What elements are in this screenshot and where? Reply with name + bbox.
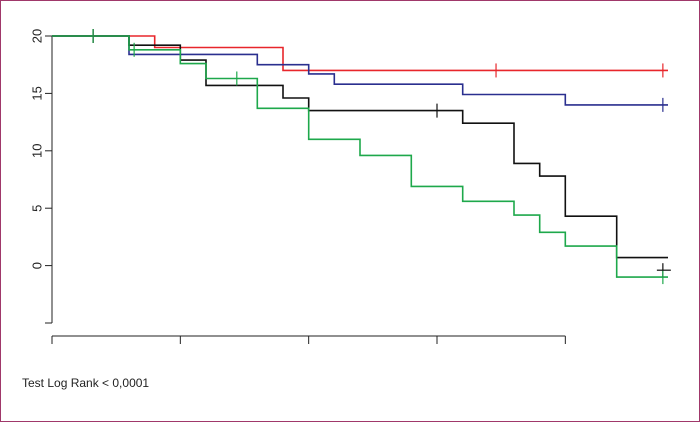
series-line-2 xyxy=(52,35,668,106)
y-tick-label-5: 5 xyxy=(29,205,44,212)
series-line-1 xyxy=(52,35,668,72)
series-layer xyxy=(52,35,668,278)
log-rank-note: Test Log Rank < 0,0001 xyxy=(22,376,150,390)
y-tick-label-20: 20 xyxy=(29,29,44,43)
censor-marks xyxy=(92,29,671,285)
series-line-4 xyxy=(52,35,668,278)
y-tick-label-10: 10 xyxy=(29,144,44,158)
y-tick-label-15: 15 xyxy=(29,86,44,100)
axes: 0 5 10 15 20 xyxy=(29,29,566,344)
y-tick-label-0: 0 xyxy=(29,262,44,269)
